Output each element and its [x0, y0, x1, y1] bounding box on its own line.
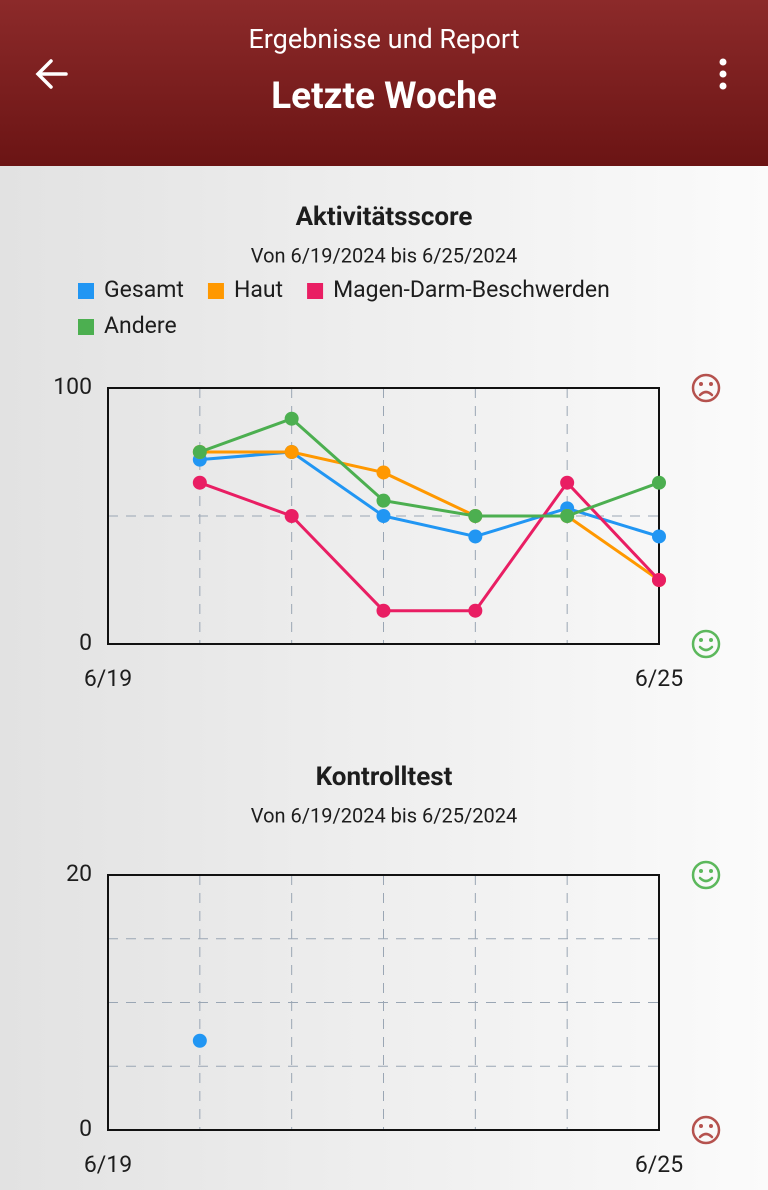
- icon-eye: [699, 1124, 703, 1128]
- data-point: [652, 573, 666, 587]
- menu-button[interactable]: [719, 58, 727, 90]
- series-line: [199, 480, 661, 613]
- data-point: [192, 475, 207, 490]
- legend-label: Haut: [234, 276, 283, 303]
- data-point: [468, 603, 483, 618]
- icon-face: [691, 629, 721, 659]
- icon-eye: [709, 869, 713, 873]
- plot-frame: [107, 387, 660, 645]
- data-point: [284, 445, 299, 459]
- sad-icon: [691, 1115, 721, 1145]
- legend-swatch: [307, 283, 324, 299]
- data-point: [652, 529, 666, 544]
- legend-swatch: [207, 283, 224, 299]
- icon-eye: [699, 638, 703, 642]
- x-tick-label: 6/25: [635, 1151, 683, 1178]
- chart-subtitle: Von 6/19/2024 bis 6/25/2024: [251, 803, 517, 827]
- data-point: [560, 509, 575, 523]
- series-line: [199, 417, 660, 518]
- y-tick-label: 0: [79, 629, 92, 656]
- legend-swatch: [78, 319, 94, 335]
- legend-label: Gesamt: [104, 276, 184, 303]
- data-point: [192, 1033, 207, 1048]
- legend-label: Andere: [104, 312, 177, 339]
- icon-eye: [699, 382, 703, 386]
- data-point: [652, 475, 666, 490]
- chart-subtitle: Von 6/19/2024 bis 6/25/2024: [251, 243, 517, 267]
- plot-frame: [107, 874, 660, 1131]
- data-point: [284, 509, 299, 523]
- data-point: [376, 493, 391, 508]
- data-point: [284, 411, 299, 426]
- y-tick-label: 0: [79, 1115, 92, 1142]
- x-tick-label: 6/19: [84, 1151, 132, 1178]
- data-point: [468, 509, 483, 523]
- icon-eye: [709, 382, 713, 386]
- icon-eye: [709, 1124, 713, 1128]
- happy-icon: [691, 860, 721, 890]
- icon-mouth: [698, 876, 714, 883]
- chart-title: Aktivitätsscore: [296, 202, 473, 232]
- data-point: [376, 603, 391, 618]
- icon-mouth: [698, 390, 714, 397]
- chart-title: Kontrolltest: [316, 762, 453, 792]
- data-point: [468, 529, 483, 544]
- icon-face: [691, 860, 721, 890]
- header-subtitle: Ergebnisse und Report: [248, 23, 519, 55]
- legend-swatch: [78, 283, 94, 299]
- x-tick-label: 6/19: [84, 665, 132, 692]
- icon-face: [691, 1115, 721, 1145]
- icon-face: [691, 373, 721, 403]
- icon-eye: [709, 638, 713, 642]
- data-point: [560, 475, 575, 490]
- data-point: [192, 445, 207, 459]
- legend-label: Magen-Darm-Beschwerden: [333, 276, 610, 303]
- happy-icon: [691, 629, 721, 659]
- y-tick-label: 20: [66, 860, 92, 887]
- header-title: Letzte Woche: [271, 75, 497, 118]
- data-point: [376, 509, 391, 523]
- x-tick-label: 6/25: [635, 665, 683, 692]
- back-button[interactable]: [35, 59, 68, 89]
- icon-mouth: [698, 1132, 714, 1139]
- app-bar: [0, 0, 768, 166]
- icon-mouth: [698, 645, 714, 652]
- series-line: [199, 450, 660, 582]
- icon-eye: [699, 869, 703, 873]
- y-tick-label: 100: [53, 373, 92, 400]
- data-point: [376, 465, 391, 480]
- sad-icon: [691, 373, 721, 403]
